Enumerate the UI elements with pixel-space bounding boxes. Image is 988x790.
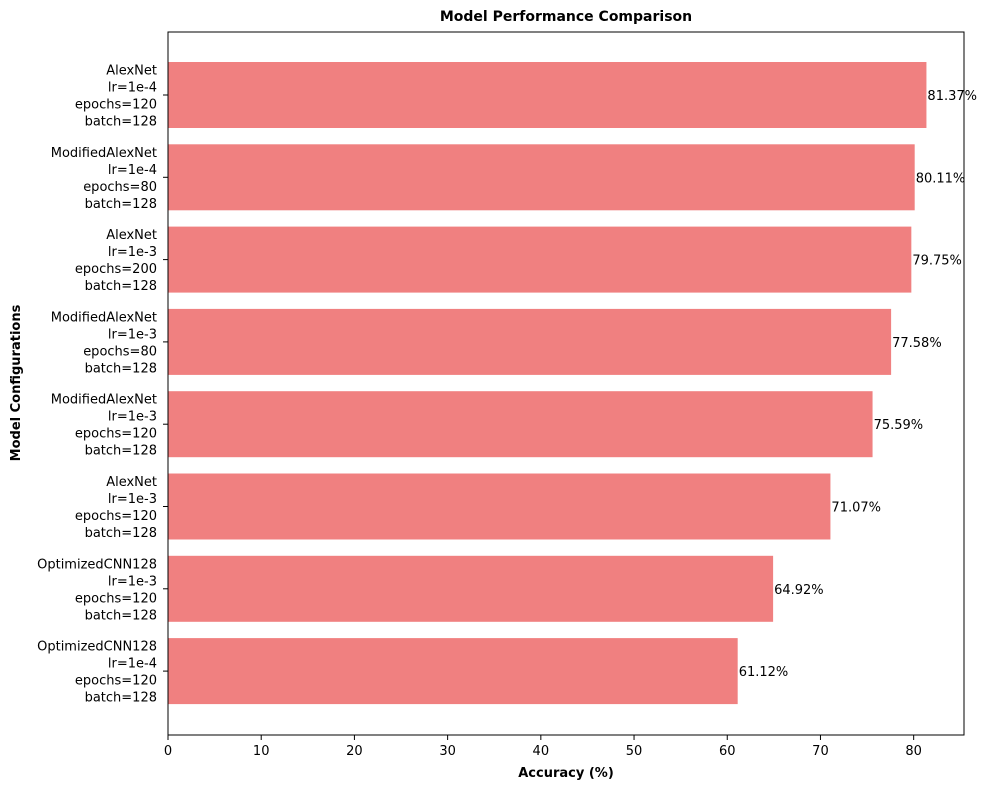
bar-value-label: 71.07%	[831, 501, 881, 516]
y-tick-labels: AlexNet lr=1e-4 epochs=120 batch=128 Modifie…	[37, 64, 168, 706]
plot-frame	[167, 31, 965, 736]
bar	[168, 391, 873, 458]
bar	[168, 473, 831, 540]
y-axis-label: Model Configurations	[9, 304, 24, 461]
y-tick-label: ModifiedAlexNet lr=1e-4 epochs=80 batch=128	[51, 146, 157, 212]
x-tick-label: 30	[439, 744, 456, 759]
x-tick-label: 50	[626, 744, 643, 759]
x-tick-label: 40	[533, 744, 550, 759]
bars-group: 81.37% 80.11% 79.75% 77.58% 75.59% 71.07% 64.9…	[168, 62, 977, 705]
y-tick-label: ModifiedAlexNet lr=1e-3 epochs=120 batch=12…	[51, 393, 157, 459]
x-tick-label: 20	[346, 744, 363, 759]
y-tick-label: OptimizedCNN128 lr=1e-3 epochs=120 batch=12…	[37, 557, 157, 623]
chart-title: Model Performance Comparison	[440, 9, 692, 25]
y-tick-label: AlexNet lr=1e-3 epochs=120 batch=128	[75, 475, 157, 541]
x-tick-label: 70	[812, 744, 829, 759]
bar	[168, 638, 738, 705]
bar-value-label: 77.58%	[892, 336, 942, 351]
x-tick-label: 0	[164, 744, 172, 759]
bar-value-label: 79.75%	[912, 254, 962, 269]
x-tick-label: 60	[719, 744, 736, 759]
x-axis-label: Accuracy (%)	[518, 766, 614, 781]
bar-value-label: 64.92%	[774, 583, 824, 598]
bar	[168, 308, 892, 375]
y-tick-label: AlexNet lr=1e-4 epochs=120 batch=128	[75, 64, 157, 130]
bar-value-label: 80.11%	[916, 171, 966, 186]
x-ticks: 0 10 20 30 40 50 60 70 80	[164, 735, 922, 759]
x-tick-label: 80	[905, 744, 922, 759]
bar-value-label: 75.59%	[874, 418, 924, 433]
bar	[168, 62, 927, 128]
y-tick-label: ModifiedAlexNet lr=1e-3 epochs=80 batch=128	[51, 310, 157, 376]
bar	[168, 555, 774, 622]
bar-value-label: 61.12%	[739, 665, 789, 680]
bar	[168, 226, 912, 293]
y-tick-label: AlexNet lr=1e-3 epochs=200 batch=128	[75, 228, 157, 294]
y-tick-label: OptimizedCNN128 lr=1e-4 epochs=120 batch=12…	[37, 640, 157, 706]
bar-value-label: 81.37%	[927, 89, 977, 104]
bar	[168, 144, 915, 211]
x-tick-label: 10	[253, 744, 270, 759]
